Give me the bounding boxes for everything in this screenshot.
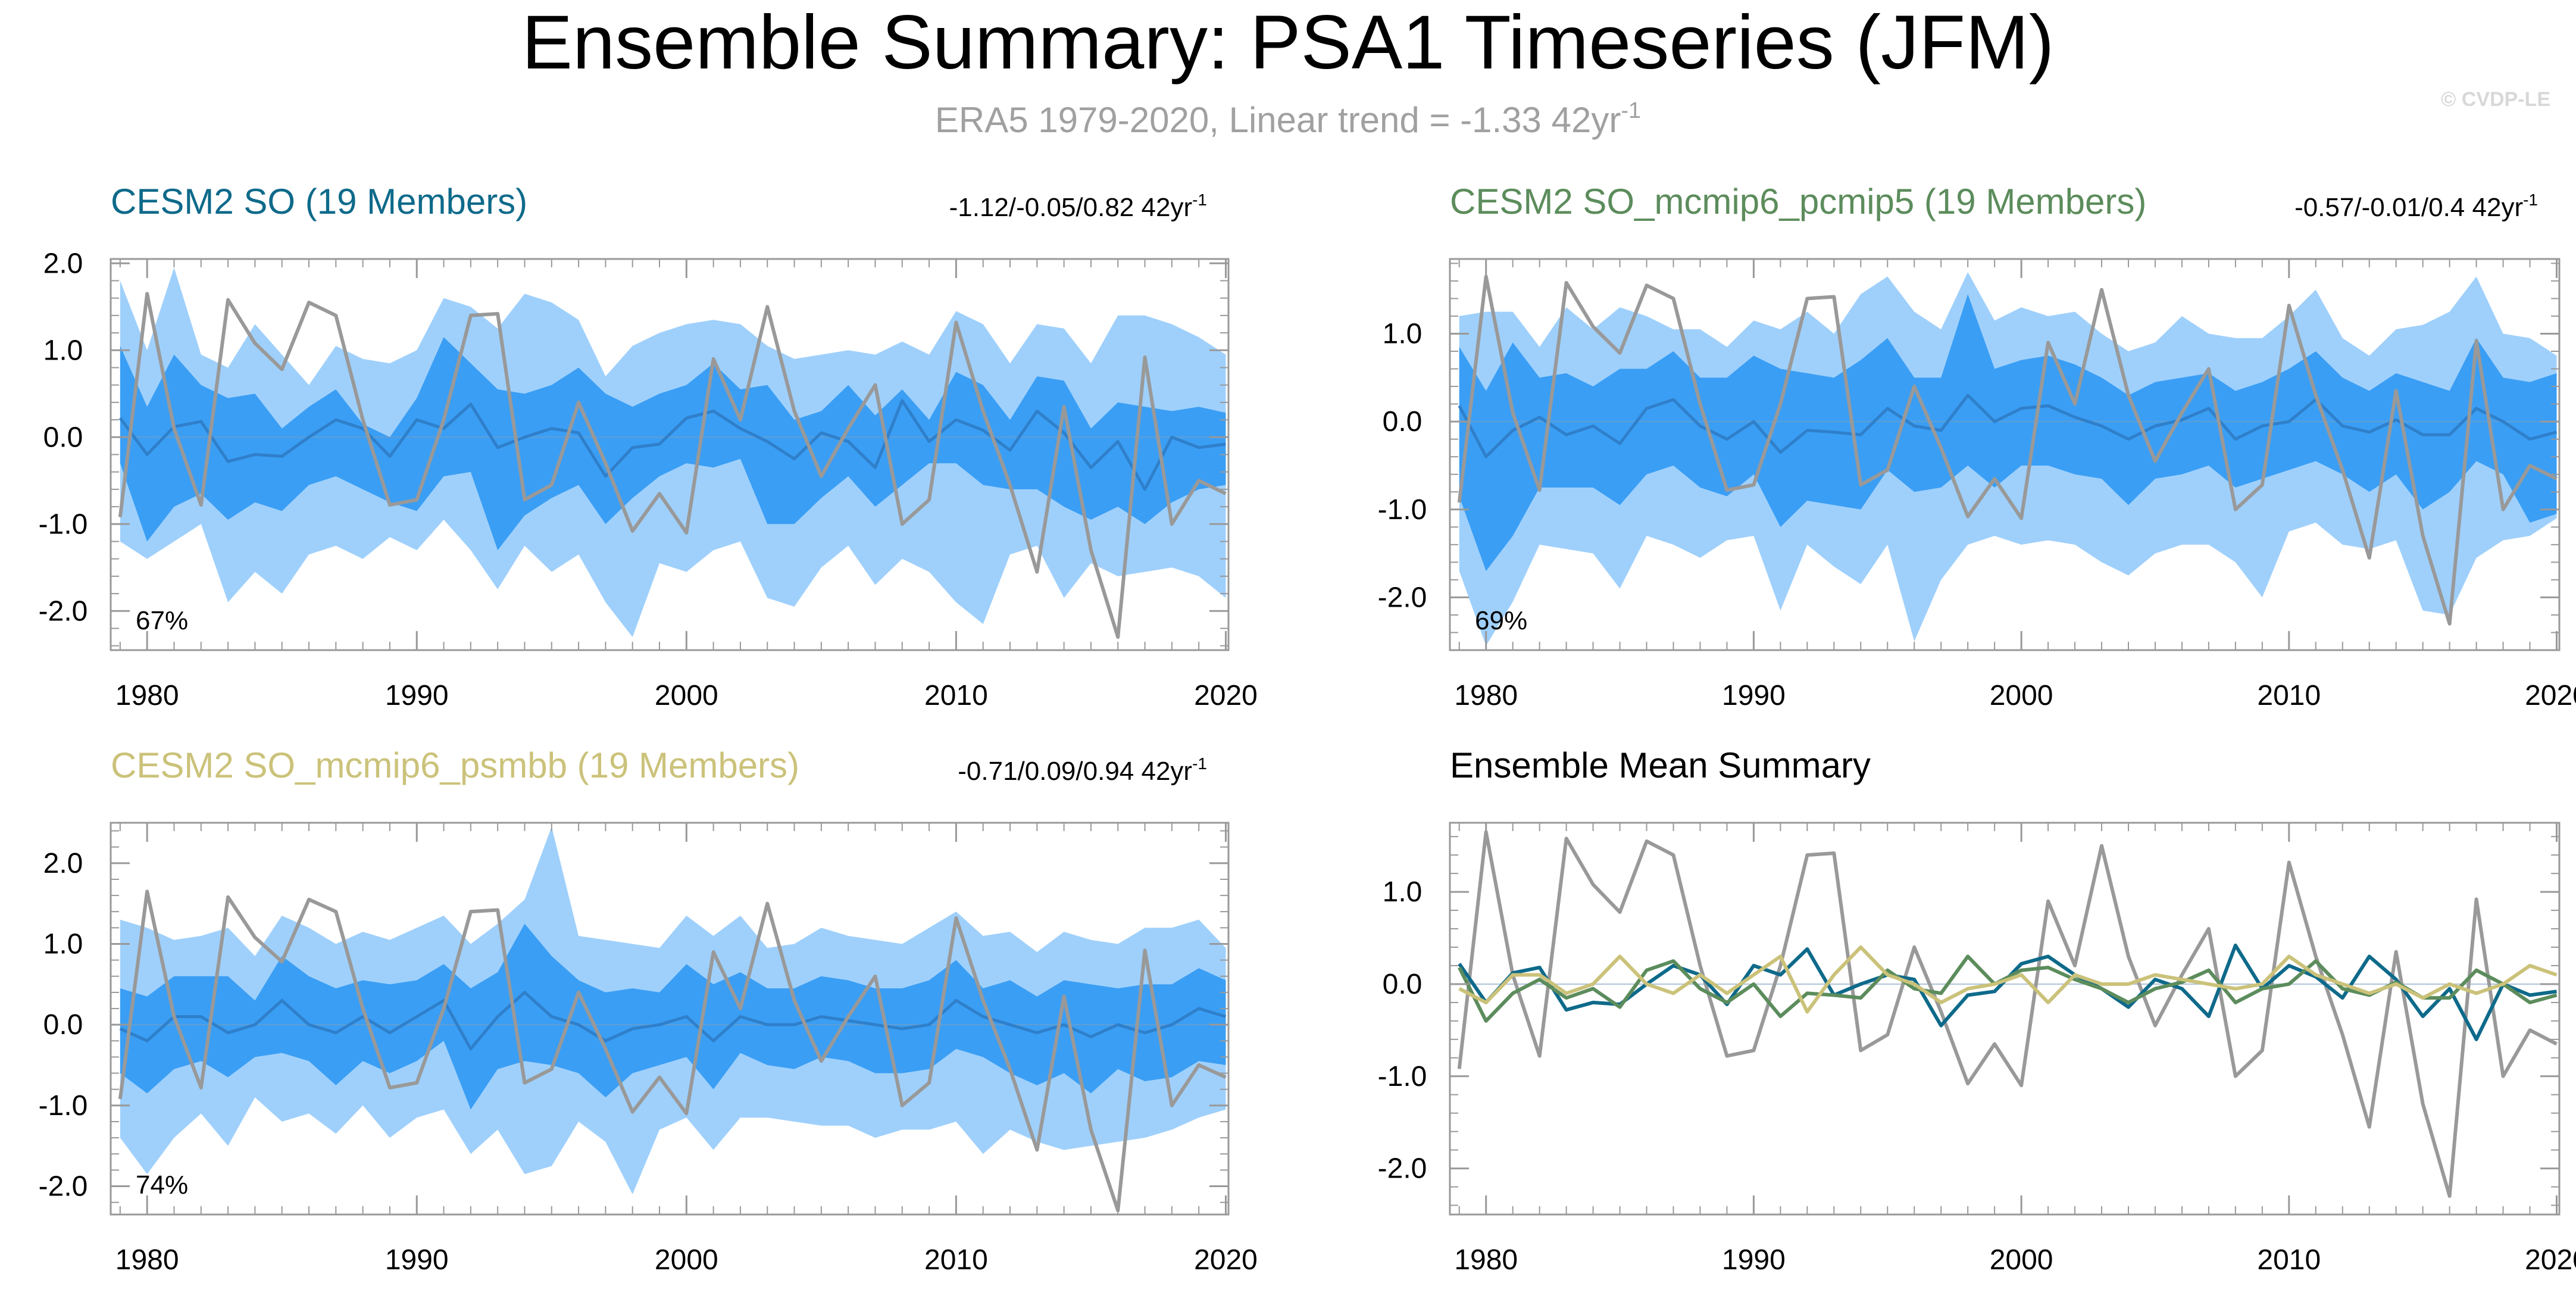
inner-spread-band — [120, 337, 1226, 551]
y-tick-label: 0.0 — [43, 1009, 83, 1041]
observed-line — [1457, 274, 2558, 626]
watermark: © CVDP-LE — [2441, 88, 2550, 111]
panel-title: CESM2 SO_mcmip6_psmbb (19 Members) — [111, 745, 799, 785]
y-tick-label: 2.0 — [43, 248, 83, 279]
ensemble-mean-line — [118, 399, 1226, 491]
ensemble-mean-line — [1458, 394, 2558, 458]
trend-label-text: -0.71/0.09/0.94 42yr — [958, 757, 1192, 786]
x-tick-label: 2020 — [2525, 1244, 2576, 1276]
y-tick-label: 1.0 — [43, 929, 83, 960]
y-tick-label: 1.0 — [1383, 318, 1423, 349]
panel-bottom-right: Ensemble Mean Summary 1.0 0.0 -1.0 -2.0 1980 1… — [1378, 745, 2576, 1276]
y-tick-label: 1.0 — [43, 335, 83, 366]
ensemble-mean-line — [119, 991, 1227, 1051]
subtitle-main: ERA5 1979-2020, Linear trend = -1.33 42y… — [935, 100, 1621, 140]
plot-frame — [1449, 822, 2561, 1216]
plot-area — [111, 267, 1228, 639]
y-tick-label: -2.0 — [1378, 582, 1427, 613]
series-line-era5 — [1457, 830, 2558, 1198]
inner-spread-band — [1459, 294, 2557, 572]
x-tick-label: 1980 — [115, 1244, 179, 1276]
x-tick-label: 2000 — [655, 1244, 718, 1276]
plot-area — [1450, 830, 2559, 1198]
x-tick-label: 1990 — [1722, 1244, 1786, 1276]
x-tick-label: 1980 — [115, 680, 179, 711]
panel-top-left: CESM2 SO (19 Members) -1.12/-0.05/0.82 42… — [39, 182, 1258, 711]
x-tick-label: 2020 — [2525, 680, 2576, 711]
x-tick-label: 1990 — [385, 1244, 449, 1276]
x-tick-label: 2000 — [1990, 1244, 2053, 1276]
y-tick-label: 0.0 — [43, 422, 83, 453]
trend-label: -0.71/0.09/0.94 42yr-1 — [958, 754, 1207, 786]
x-tick-label: 2020 — [1194, 1244, 1258, 1276]
panel-title: CESM2 SO_mcmip6_pcmip5 (19 Members) — [1450, 182, 2146, 221]
trend-label: -1.12/-0.05/0.82 42yr-1 — [949, 191, 1207, 222]
x-tick-label: 2020 — [1194, 680, 1258, 711]
observed-line — [118, 292, 1227, 639]
percent-label: 69% — [1475, 606, 1527, 635]
y-tick-label: -2.0 — [1378, 1153, 1427, 1185]
y-tick-label: 0.0 — [1383, 969, 1423, 1000]
y-tick-label: -1.0 — [39, 1090, 88, 1122]
y-tick-label: -1.0 — [1378, 1061, 1427, 1092]
observed-line — [118, 889, 1227, 1213]
series-line-cesm2-so-mcmip6-psmbb — [1458, 945, 2558, 1014]
plot-area — [1450, 272, 2559, 646]
x-tick-label: 2000 — [655, 680, 718, 711]
y-tick-label: -2.0 — [39, 595, 88, 627]
trend-label-superscript: -1 — [2523, 191, 2538, 209]
trend-label-superscript: -1 — [1192, 754, 1207, 773]
trend-label-superscript: -1 — [1192, 191, 1207, 209]
x-tick-label: 1980 — [1454, 680, 1518, 711]
plot-frame — [110, 822, 1230, 1216]
y-tick-label: -1.0 — [39, 508, 88, 540]
percent-label: 74% — [136, 1170, 188, 1200]
x-tick-label: 2010 — [924, 680, 988, 711]
y-tick-label: 1.0 — [1383, 876, 1423, 908]
y-tick-label: -1.0 — [1378, 494, 1427, 526]
x-tick-label: 2000 — [1990, 680, 2053, 711]
plot-frame — [1449, 258, 2561, 651]
panel-title: Ensemble Mean Summary — [1450, 745, 1871, 785]
panel-top-right: CESM2 SO_mcmip6_pcmip5 (19 Members) -0.57… — [1378, 182, 2576, 711]
trend-label: -0.57/-0.01/0.4 42yr-1 — [2294, 191, 2538, 222]
x-tick-label: 2010 — [2257, 680, 2321, 711]
y-tick-label: -2.0 — [39, 1171, 88, 1203]
x-tick-label: 1990 — [1722, 680, 1786, 711]
figure-subtitle: ERA5 1979-2020, Linear trend = -1.33 42y… — [935, 98, 1641, 140]
x-tick-label: 1990 — [385, 680, 449, 711]
panel-title: CESM2 SO (19 Members) — [111, 182, 527, 221]
x-tick-label: 2010 — [2257, 1244, 2321, 1276]
y-tick-label: 0.0 — [1383, 406, 1423, 438]
plot-area — [111, 826, 1228, 1213]
figure-title: Ensemble Summary: PSA1 Timeseries (JFM) — [522, 0, 2055, 85]
x-tick-label: 1980 — [1454, 1244, 1518, 1276]
subtitle-superscript: -1 — [1621, 98, 1641, 123]
trend-label-text: -0.57/-0.01/0.4 42yr — [2294, 193, 2523, 222]
panel-bottom-left: CESM2 SO_mcmip6_psmbb (19 Members) -0.71/… — [39, 745, 1258, 1276]
percent-label: 67% — [136, 606, 188, 635]
trend-label-text: -1.12/-0.05/0.82 42yr — [949, 193, 1192, 222]
y-tick-label: 2.0 — [43, 848, 83, 879]
x-tick-label: 2010 — [924, 1244, 988, 1276]
